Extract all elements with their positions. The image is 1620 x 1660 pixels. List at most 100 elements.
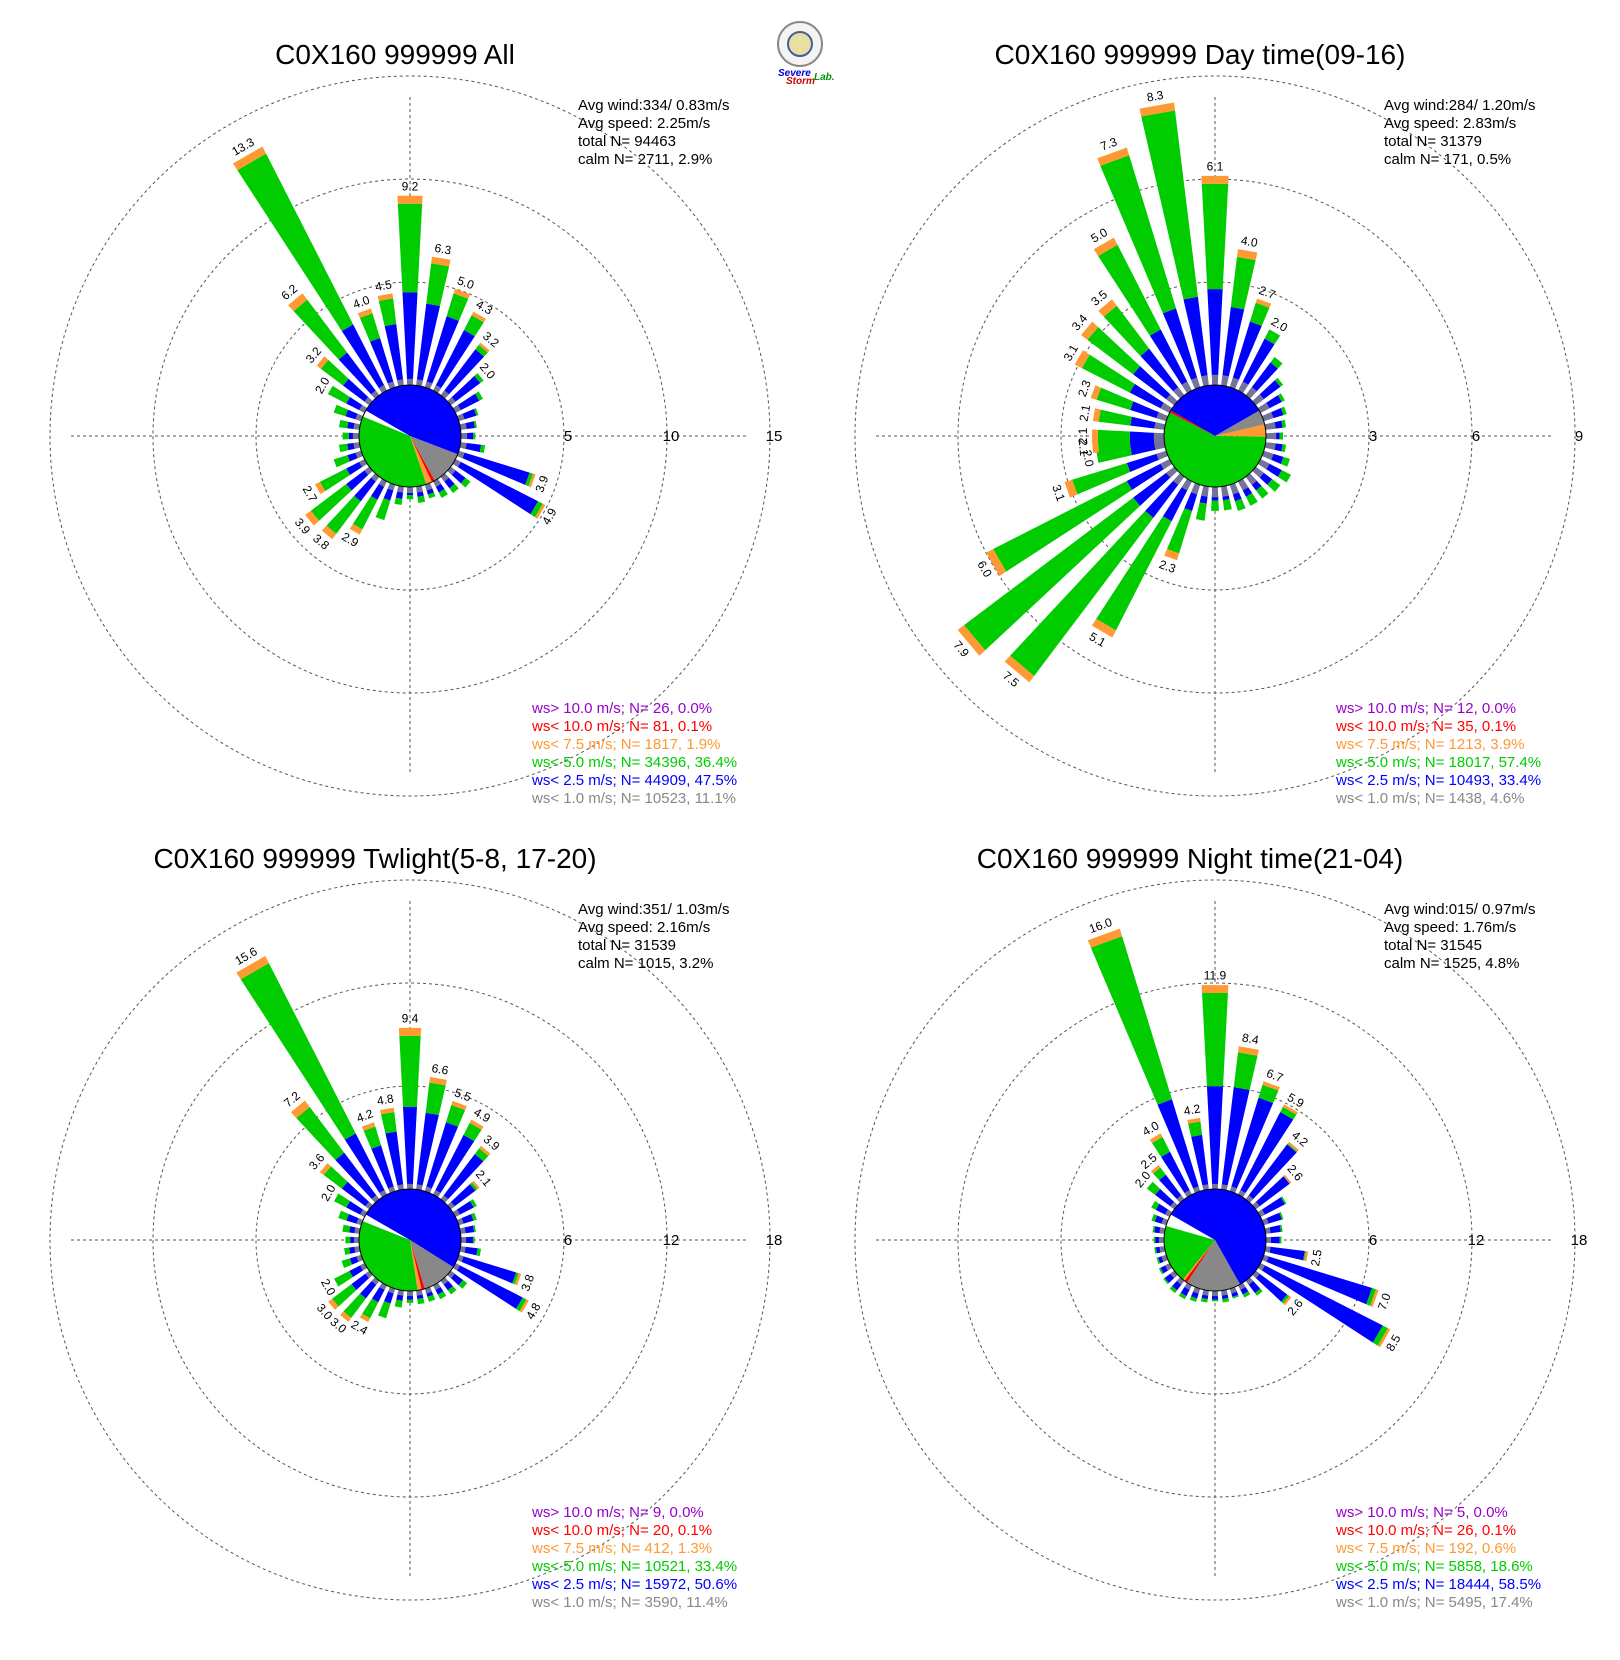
stat-line: calm N= 2711, 2.9% bbox=[578, 151, 712, 168]
bar-segment-lt5 bbox=[1090, 936, 1172, 1105]
bar-segment-lt2_5 bbox=[1264, 1246, 1305, 1261]
bar-segment-lt7_5 bbox=[1090, 385, 1101, 400]
bar-segment-lt2_5 bbox=[1129, 383, 1173, 413]
bar-segment-lt1 bbox=[353, 423, 361, 430]
bar-segment-lt1 bbox=[1261, 412, 1274, 422]
bar-segment-lt1 bbox=[1211, 374, 1219, 386]
bar-segment-lt1 bbox=[407, 486, 413, 494]
bar-segment-lt2_5 bbox=[341, 324, 387, 394]
legend-entry: ws< 5.0 m/s; N= 5858, 18.6% bbox=[1335, 1558, 1533, 1575]
bar-segment-lt5 bbox=[1201, 183, 1229, 290]
ring-label: 5 bbox=[564, 428, 572, 445]
bar-segment-lt7_5 bbox=[1093, 237, 1118, 256]
bar-value-label: 2.1 bbox=[1076, 427, 1090, 444]
bar-segment-lt7_5 bbox=[1004, 655, 1035, 683]
bar-segment-lt5 bbox=[1156, 1257, 1161, 1264]
bar-segment-lt5 bbox=[1097, 438, 1131, 453]
bar-segment-lt7_5 bbox=[1282, 1104, 1298, 1115]
bar-segment-lt5 bbox=[1151, 1214, 1157, 1222]
bar-segment-lt1 bbox=[1159, 1246, 1166, 1253]
bar-segment-lt5 bbox=[1010, 510, 1154, 676]
bar-segment-lt7_5 bbox=[1087, 928, 1123, 948]
pie-slice bbox=[365, 385, 462, 455]
bar-segment-lt2_5 bbox=[452, 459, 539, 515]
bar-segment-lt5 bbox=[1153, 1167, 1166, 1181]
bar-segment-lt7_5 bbox=[1262, 1081, 1280, 1091]
legend-entry: ws< 10.0 m/s; N= 26, 0.1% bbox=[1335, 1522, 1516, 1539]
bar-segment-lt5 bbox=[1280, 1196, 1287, 1205]
bar-segment-lt5 bbox=[437, 1291, 447, 1300]
bar-segment-lt2_5 bbox=[1238, 338, 1275, 394]
bar-segment-lt7_5 bbox=[453, 288, 471, 299]
legend-entry: ws< 10.0 m/s; N= 81, 0.1% bbox=[531, 718, 712, 735]
bar-segment-lt7_5 bbox=[478, 342, 490, 353]
grid-ring bbox=[854, 75, 1576, 797]
bar-segment-lt1 bbox=[1153, 437, 1165, 445]
legend-entry: ws> 10.0 m/s; N= 5, 0.0% bbox=[1335, 1504, 1508, 1521]
bar-segment-lt2_5 bbox=[1207, 289, 1223, 386]
bar-value-label: 2.1 bbox=[1076, 439, 1091, 457]
bar-segment-lt5 bbox=[427, 492, 436, 499]
bar-segment-lt5 bbox=[512, 1272, 519, 1285]
bar-value-label: 9.2 bbox=[402, 179, 419, 193]
bar-segment-lt5 bbox=[1258, 1084, 1279, 1103]
legend-entry: ws< 10.0 m/s; N= 35, 0.1% bbox=[1335, 718, 1516, 735]
pie-outline bbox=[1163, 384, 1267, 488]
panel-title: C0X160 999999 Day time(09-16) bbox=[995, 39, 1406, 70]
bar-segment-lt5 bbox=[1249, 302, 1270, 326]
legend-entry: ws< 5.0 m/s; N= 18017, 57.4% bbox=[1335, 754, 1541, 771]
legend-entry: ws> 10.0 m/s; N= 9, 0.0% bbox=[531, 1504, 704, 1521]
pie-outline bbox=[358, 384, 462, 488]
pie-slice bbox=[1169, 410, 1215, 436]
windrose-panel: C0X160 999999 Night time(21-04) 6 12 18 11.9… bbox=[854, 843, 1587, 1611]
bar-segment-lt1 bbox=[407, 378, 413, 386]
bar-segment-lt1 bbox=[1264, 442, 1276, 450]
bar-segment-lt1 bbox=[1229, 377, 1239, 390]
bar-segment-lt1 bbox=[1181, 381, 1192, 394]
bar-segment-lt2_5 bbox=[1257, 1263, 1383, 1343]
bar-value-label: 2.7 bbox=[1257, 283, 1278, 302]
bar-segment-lt7_5 bbox=[288, 293, 308, 312]
bar-segment-lt1 bbox=[1212, 1183, 1218, 1190]
pie-slice bbox=[410, 436, 435, 483]
bar-segment-lt1 bbox=[1211, 486, 1219, 498]
bar-segment-lt2_5 bbox=[424, 316, 459, 390]
bar-value-label: 2.5 bbox=[1308, 1248, 1325, 1267]
legend-entry: ws< 2.5 m/s; N= 44909, 47.5% bbox=[531, 772, 737, 789]
bar-segment-lt1 bbox=[1159, 1227, 1166, 1234]
bar-segment-lt7_5 bbox=[236, 955, 269, 980]
bar-segment-lt1 bbox=[1238, 478, 1249, 491]
bar-segment-lt7_5 bbox=[1187, 1117, 1201, 1124]
bar-segment-lt5 bbox=[1270, 356, 1283, 369]
bar-segment-lt7_5 bbox=[1092, 408, 1101, 422]
stat-line: calm N= 1525, 4.8% bbox=[1384, 955, 1520, 972]
bar-segment-lt7_5 bbox=[1150, 1164, 1161, 1174]
bar-segment-lt5 bbox=[319, 468, 350, 492]
bar-segment-lt1 bbox=[459, 442, 467, 449]
bar-segment-lt7_5 bbox=[290, 1100, 310, 1119]
bar-segment-lt1 bbox=[1221, 1184, 1228, 1191]
bar-segment-lt5 bbox=[1277, 470, 1292, 483]
bar-value-label: 3.9 bbox=[532, 473, 551, 494]
bar-segment-lt1 bbox=[397, 1184, 404, 1191]
bar-segment-lt5 bbox=[1274, 377, 1284, 387]
bar-segment-lt1 bbox=[387, 482, 396, 491]
bar-segment-lt5 bbox=[394, 497, 403, 506]
bar-segment-lt5 bbox=[352, 496, 378, 530]
bar-segment-lt2_5 bbox=[424, 1122, 459, 1194]
bar-segment-lt5 bbox=[1267, 479, 1281, 492]
bar-value-label: 4.5 bbox=[374, 277, 393, 294]
bar-segment-lt7_5 bbox=[471, 1180, 480, 1190]
grid-ring bbox=[854, 879, 1576, 1601]
bar-segment-lt7_5 bbox=[1064, 479, 1078, 498]
bar-segment-lt2_5 bbox=[433, 1134, 475, 1198]
bar-segment-lt5 bbox=[1366, 1288, 1377, 1306]
bar-segment-lt7_5 bbox=[1287, 1141, 1299, 1152]
logo-seal-inner bbox=[787, 31, 813, 57]
bar-segment-lt2_5 bbox=[1238, 1111, 1294, 1198]
bar-segment-lt7_5 bbox=[398, 1027, 422, 1036]
bar-segment-lt5 bbox=[473, 1225, 476, 1233]
bar-segment-lt2_5 bbox=[1229, 321, 1262, 390]
bar-segment-lt5 bbox=[474, 373, 484, 383]
bar-segment-lt5 bbox=[1200, 1298, 1208, 1303]
